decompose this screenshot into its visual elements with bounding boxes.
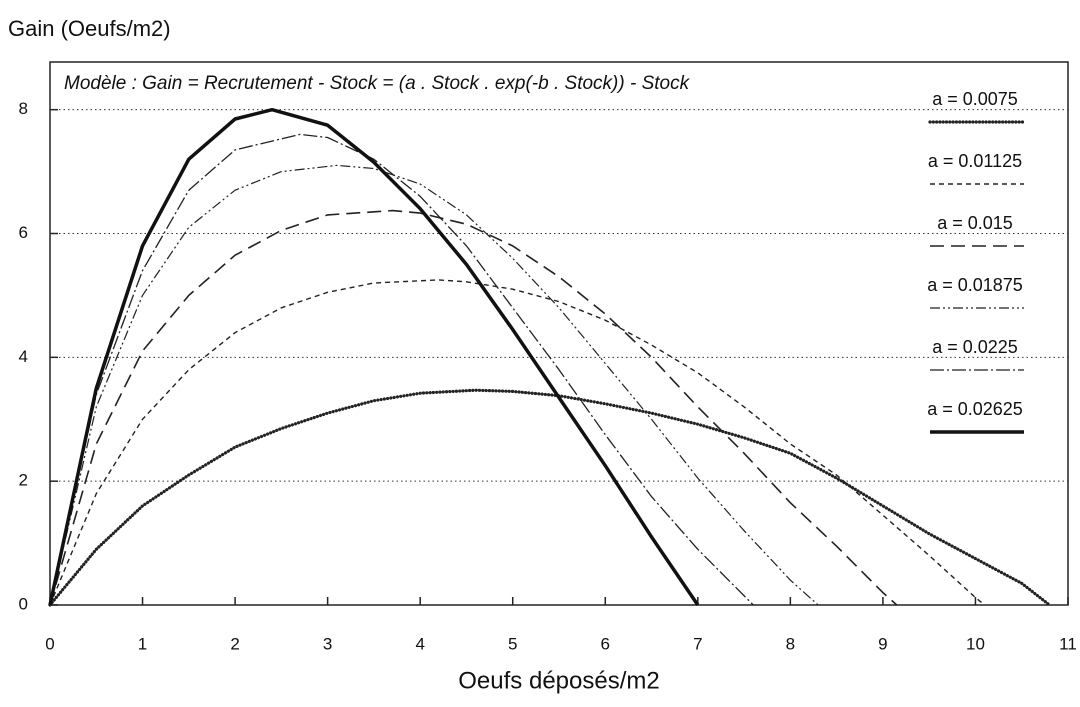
x-tick-label: 3 [323, 634, 332, 653]
y-tick-label: 0 [19, 594, 28, 613]
x-tick-label: 11 [1059, 634, 1077, 653]
y-tick-label: 2 [19, 471, 28, 490]
x-tick-label: 8 [786, 634, 795, 653]
x-tick-label: 9 [878, 634, 887, 653]
x-tick-label: 2 [230, 634, 239, 653]
x-tick-label: 6 [601, 634, 610, 653]
model-annotation: Modèle : Gain = Recrutement - Stock = (a… [64, 73, 691, 94]
plot-frame [49, 61, 1069, 606]
y-tick-label: 6 [19, 223, 28, 242]
y-tick-label: 4 [19, 347, 28, 366]
x-tick-label: 1 [138, 634, 147, 653]
legend-label: a = 0.02625 [927, 399, 1023, 419]
legend-label: a = 0.015 [937, 213, 1013, 233]
x-axis-label: Oeufs déposés/m2 [458, 667, 659, 694]
x-tick-label: 7 [693, 634, 702, 653]
y-axis-label: Gain (Oeufs/m2) [8, 16, 171, 41]
x-tick-label: 10 [966, 634, 985, 653]
y-tick-label: 8 [19, 99, 28, 118]
x-tick-label: 0 [45, 634, 54, 653]
series-line [49, 133, 754, 606]
legend-label: a = 0.01125 [928, 151, 1022, 171]
series-line [49, 209, 898, 606]
series-line [48, 388, 1052, 607]
x-tick-label: 5 [508, 634, 517, 653]
series-line [49, 279, 986, 606]
legend-label: a = 0.0075 [932, 89, 1018, 109]
series-line [49, 164, 819, 606]
legend-label: a = 0.01875 [927, 275, 1023, 295]
legend-label: a = 0.0225 [932, 337, 1018, 357]
x-tick-label: 4 [415, 634, 424, 653]
series-line [48, 107, 700, 606]
